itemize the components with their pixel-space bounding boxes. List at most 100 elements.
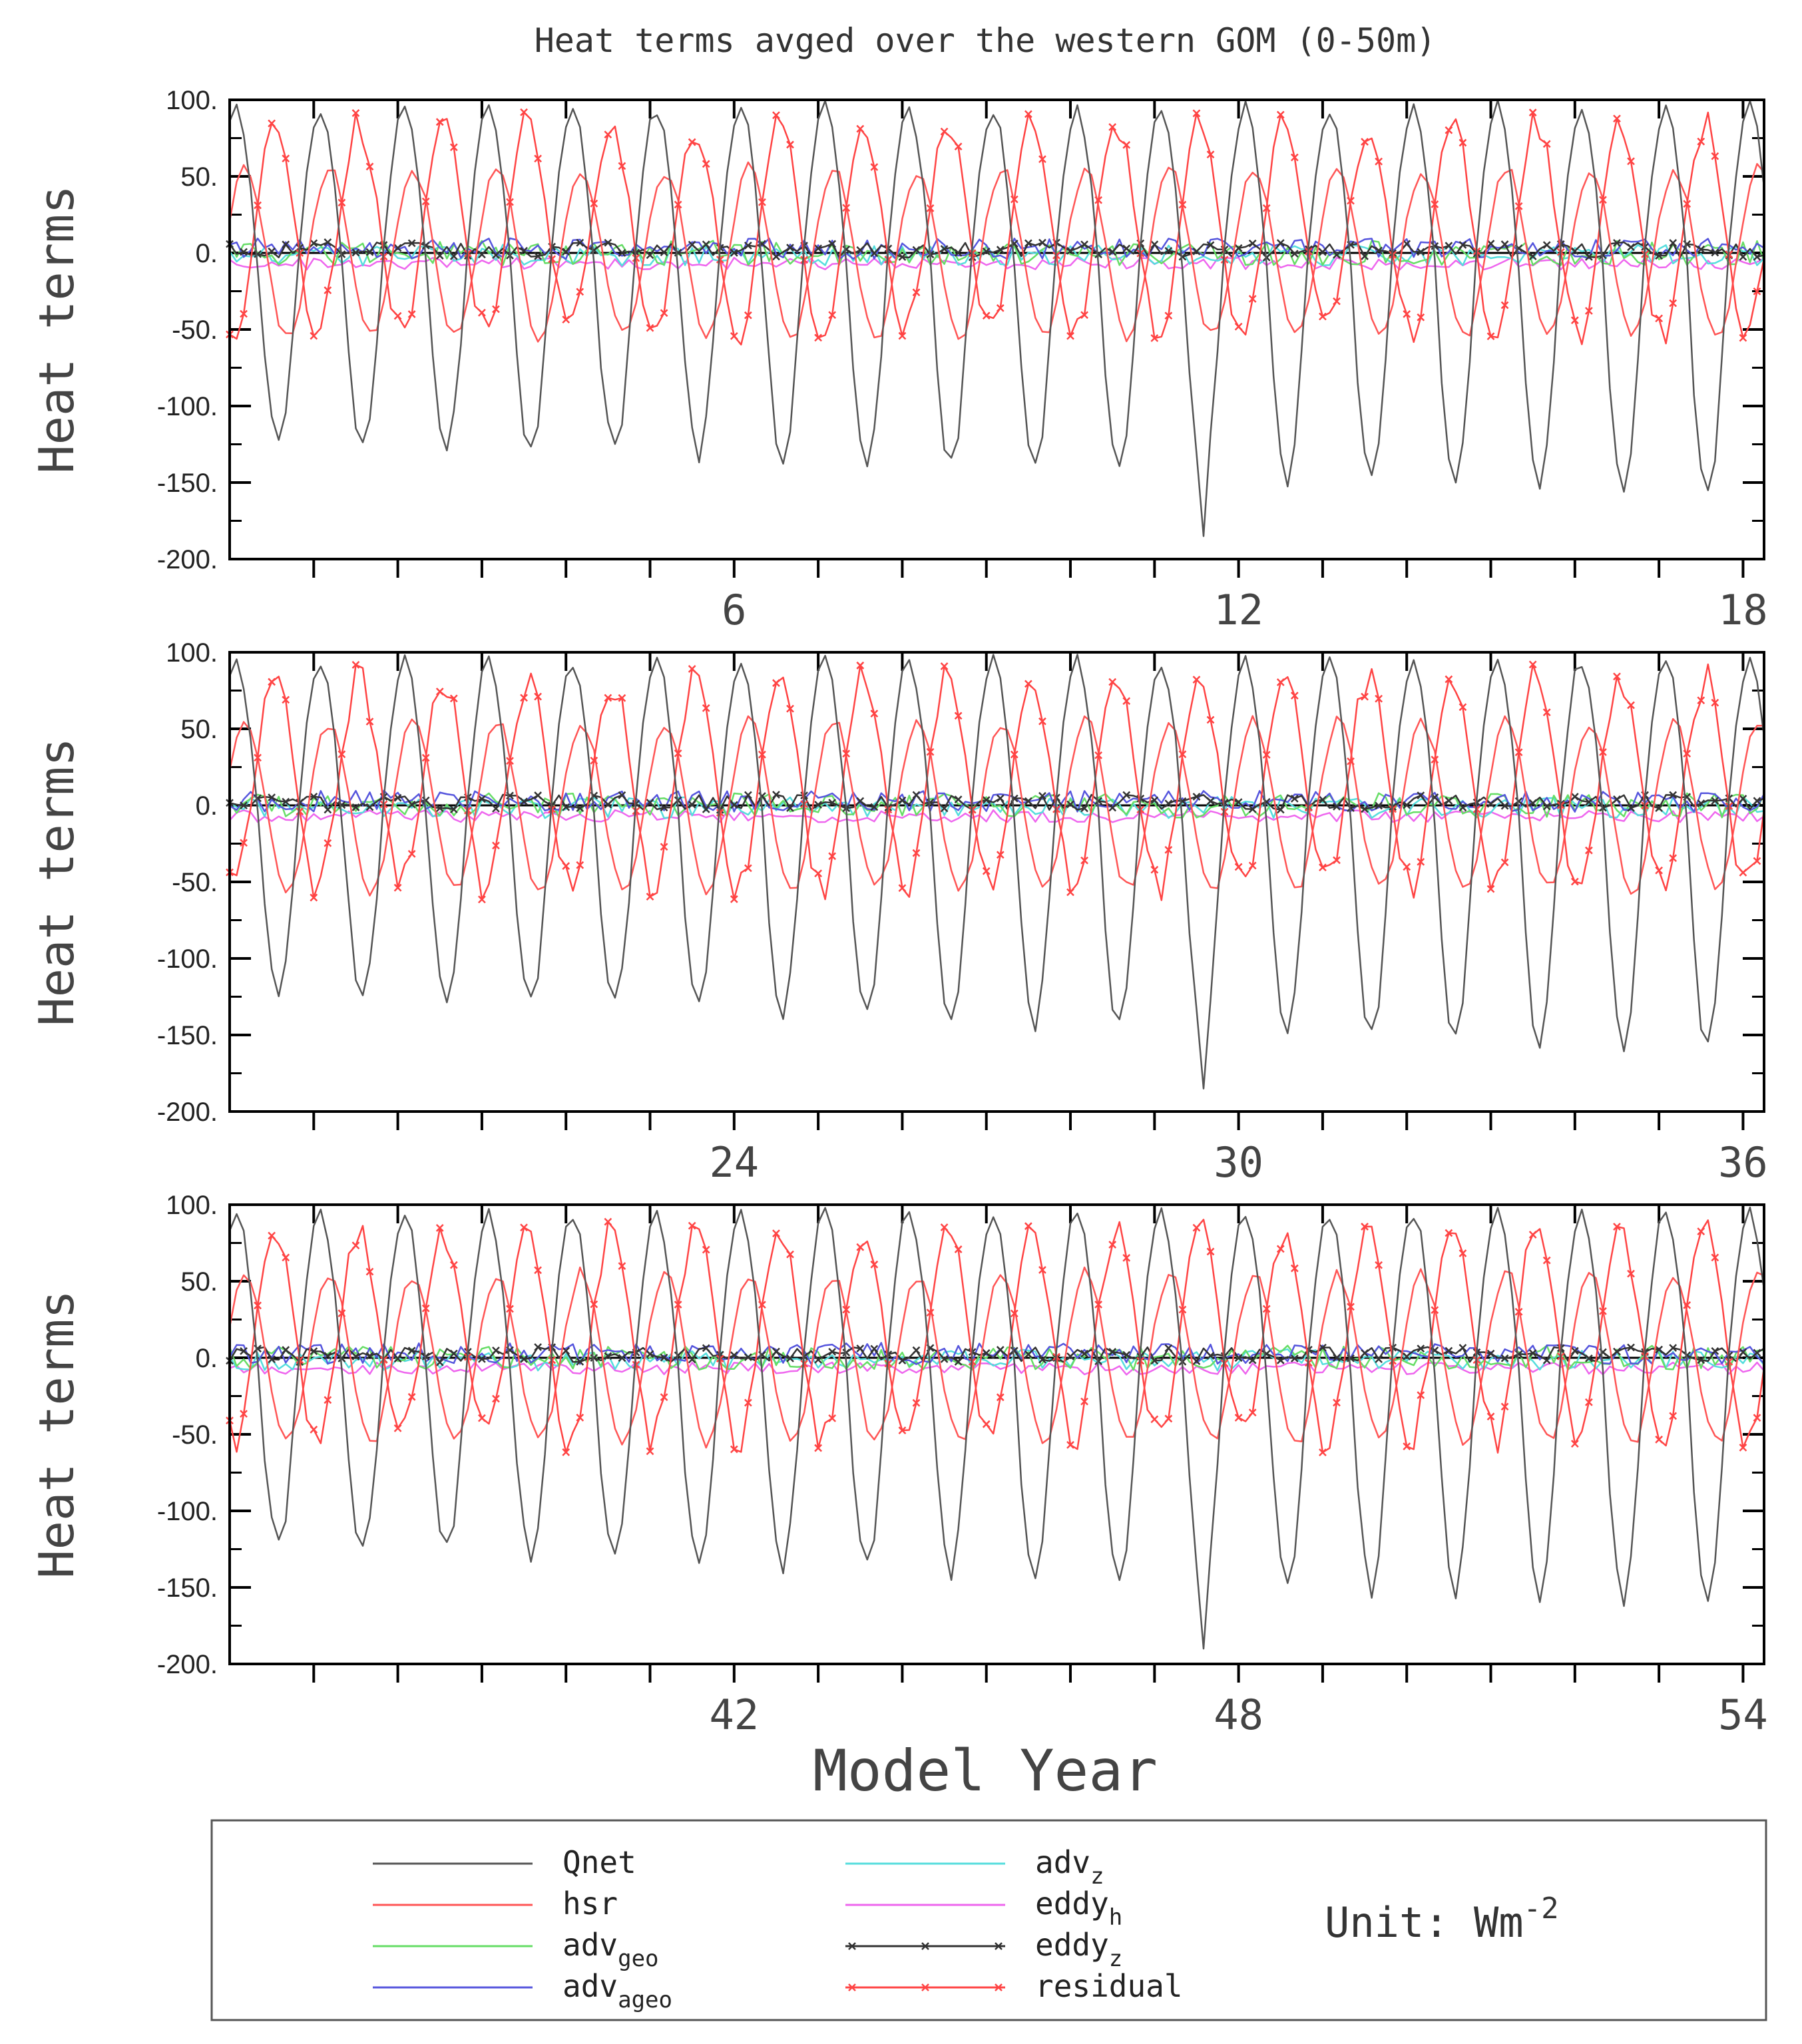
marker-residual	[702, 704, 710, 712]
marker-eddy_z	[1613, 1347, 1621, 1356]
series-qnet	[228, 654, 1765, 1090]
marker-eddy_z	[828, 799, 837, 807]
marker-eddy_z	[1094, 1357, 1102, 1366]
marker-eddy_z	[856, 797, 865, 805]
marker-eddy_z	[828, 240, 837, 248]
y-tick-label: 0.	[196, 1344, 218, 1373]
marker-residual	[1066, 888, 1074, 897]
marker-eddy_z	[1570, 1346, 1579, 1355]
marker-residual	[254, 201, 262, 210]
marker-eddy_z	[1500, 1354, 1509, 1362]
marker-residual	[1319, 312, 1327, 321]
marker-eddy_z	[1038, 1355, 1046, 1364]
marker-eddy_z	[520, 246, 528, 255]
marker-residual	[1276, 1245, 1285, 1253]
marker-residual	[1459, 1249, 1467, 1257]
marker-residual	[688, 138, 696, 146]
marker-eddy_z	[772, 791, 780, 799]
marker-eddy_z	[268, 247, 276, 256]
marker-eddy_z	[618, 1354, 626, 1362]
marker-residual	[912, 1398, 921, 1407]
marker-eddy_z	[730, 801, 738, 809]
marker-residual	[421, 1304, 430, 1313]
marker-residual	[1234, 1414, 1243, 1422]
marker-residual	[1262, 1305, 1271, 1313]
marker-residual	[449, 143, 458, 152]
marker-residual	[1627, 701, 1635, 710]
marker-residual	[268, 678, 276, 686]
legend-marker-residual	[921, 1983, 929, 1991]
marker-residual	[1038, 717, 1046, 725]
marker-eddy_z	[365, 248, 374, 256]
marker-eddy_z	[268, 1355, 276, 1364]
marker-residual	[534, 692, 542, 701]
marker-residual	[1164, 1414, 1173, 1423]
marker-eddy_z	[1403, 801, 1411, 809]
x-axis-label: Model Year	[813, 1738, 1158, 1804]
marker-eddy_z	[1739, 253, 1747, 261]
marker-eddy_z	[1584, 253, 1593, 261]
legend-marker-eddy_z	[848, 1942, 856, 1950]
marker-eddy_z	[240, 1347, 248, 1355]
series-eddy_h	[229, 256, 1765, 271]
marker-residual	[1094, 196, 1102, 204]
marker-residual	[1262, 204, 1271, 212]
marker-eddy_z	[534, 1343, 542, 1351]
marker-eddy_z	[1528, 1349, 1537, 1357]
marker-eddy_z	[1697, 799, 1705, 807]
marker-eddy_z	[407, 800, 416, 809]
marker-residual	[1542, 708, 1551, 717]
marker-residual	[1010, 750, 1018, 759]
marker-eddy_z	[688, 801, 696, 809]
marker-eddy_z	[1122, 1350, 1131, 1359]
marker-residual	[1347, 1303, 1355, 1311]
marker-residual	[324, 839, 332, 847]
marker-residual	[1080, 856, 1088, 865]
marker-residual	[870, 1260, 879, 1269]
marker-residual	[338, 198, 346, 207]
marker-eddy_z	[660, 248, 668, 257]
y-tick-label: -100.	[157, 1497, 218, 1526]
marker-eddy_z	[310, 1347, 318, 1356]
marker-eddy_z	[1108, 1348, 1117, 1356]
marker-residual	[310, 331, 318, 340]
x-tick-label: 6	[722, 586, 746, 634]
marker-eddy_z	[604, 800, 612, 809]
y-tick-label: 50.	[180, 1267, 218, 1297]
marker-eddy_z	[1584, 1354, 1593, 1362]
marker-eddy_z	[996, 1346, 1005, 1354]
marker-residual	[562, 862, 570, 871]
marker-residual	[1739, 333, 1747, 342]
marker-residual	[1192, 1223, 1201, 1232]
marker-eddy_z	[1542, 1356, 1551, 1364]
marker-residual	[1711, 698, 1719, 707]
marker-residual	[842, 204, 851, 212]
marker-residual	[646, 323, 654, 332]
marker-residual	[1599, 1307, 1607, 1315]
marker-eddy_z	[604, 238, 612, 247]
marker-residual	[1010, 1309, 1018, 1318]
marker-residual	[730, 895, 738, 903]
marker-eddy_z	[310, 239, 318, 248]
marker-eddy_z	[898, 796, 907, 805]
marker-eddy_z	[1599, 251, 1607, 260]
marker-residual	[632, 1360, 640, 1369]
marker-residual	[1319, 1448, 1327, 1456]
marker-residual	[478, 895, 486, 904]
marker-eddy_z	[940, 1355, 949, 1363]
y-axis-label: Heat terms	[29, 185, 85, 473]
marker-residual	[478, 1414, 486, 1422]
marker-residual	[1514, 202, 1523, 210]
marker-eddy_z	[996, 246, 1005, 254]
marker-eddy_z	[1094, 250, 1102, 259]
y-tick-label: 100.	[166, 638, 218, 668]
marker-eddy_z	[1276, 805, 1285, 814]
marker-residual	[1206, 715, 1215, 724]
marker-residual	[435, 1223, 444, 1232]
marker-residual	[1150, 334, 1159, 342]
marker-residual	[1164, 311, 1173, 320]
marker-residual	[1234, 863, 1243, 871]
marker-residual	[1697, 696, 1705, 705]
marker-residual	[730, 331, 738, 340]
